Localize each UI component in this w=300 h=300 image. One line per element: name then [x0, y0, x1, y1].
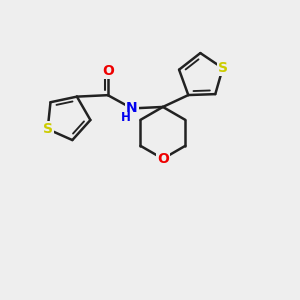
Text: O: O	[157, 152, 169, 166]
Text: H: H	[121, 111, 130, 124]
Text: O: O	[102, 64, 114, 78]
Text: S: S	[43, 122, 53, 136]
Text: S: S	[218, 61, 228, 75]
Text: N: N	[126, 101, 138, 116]
